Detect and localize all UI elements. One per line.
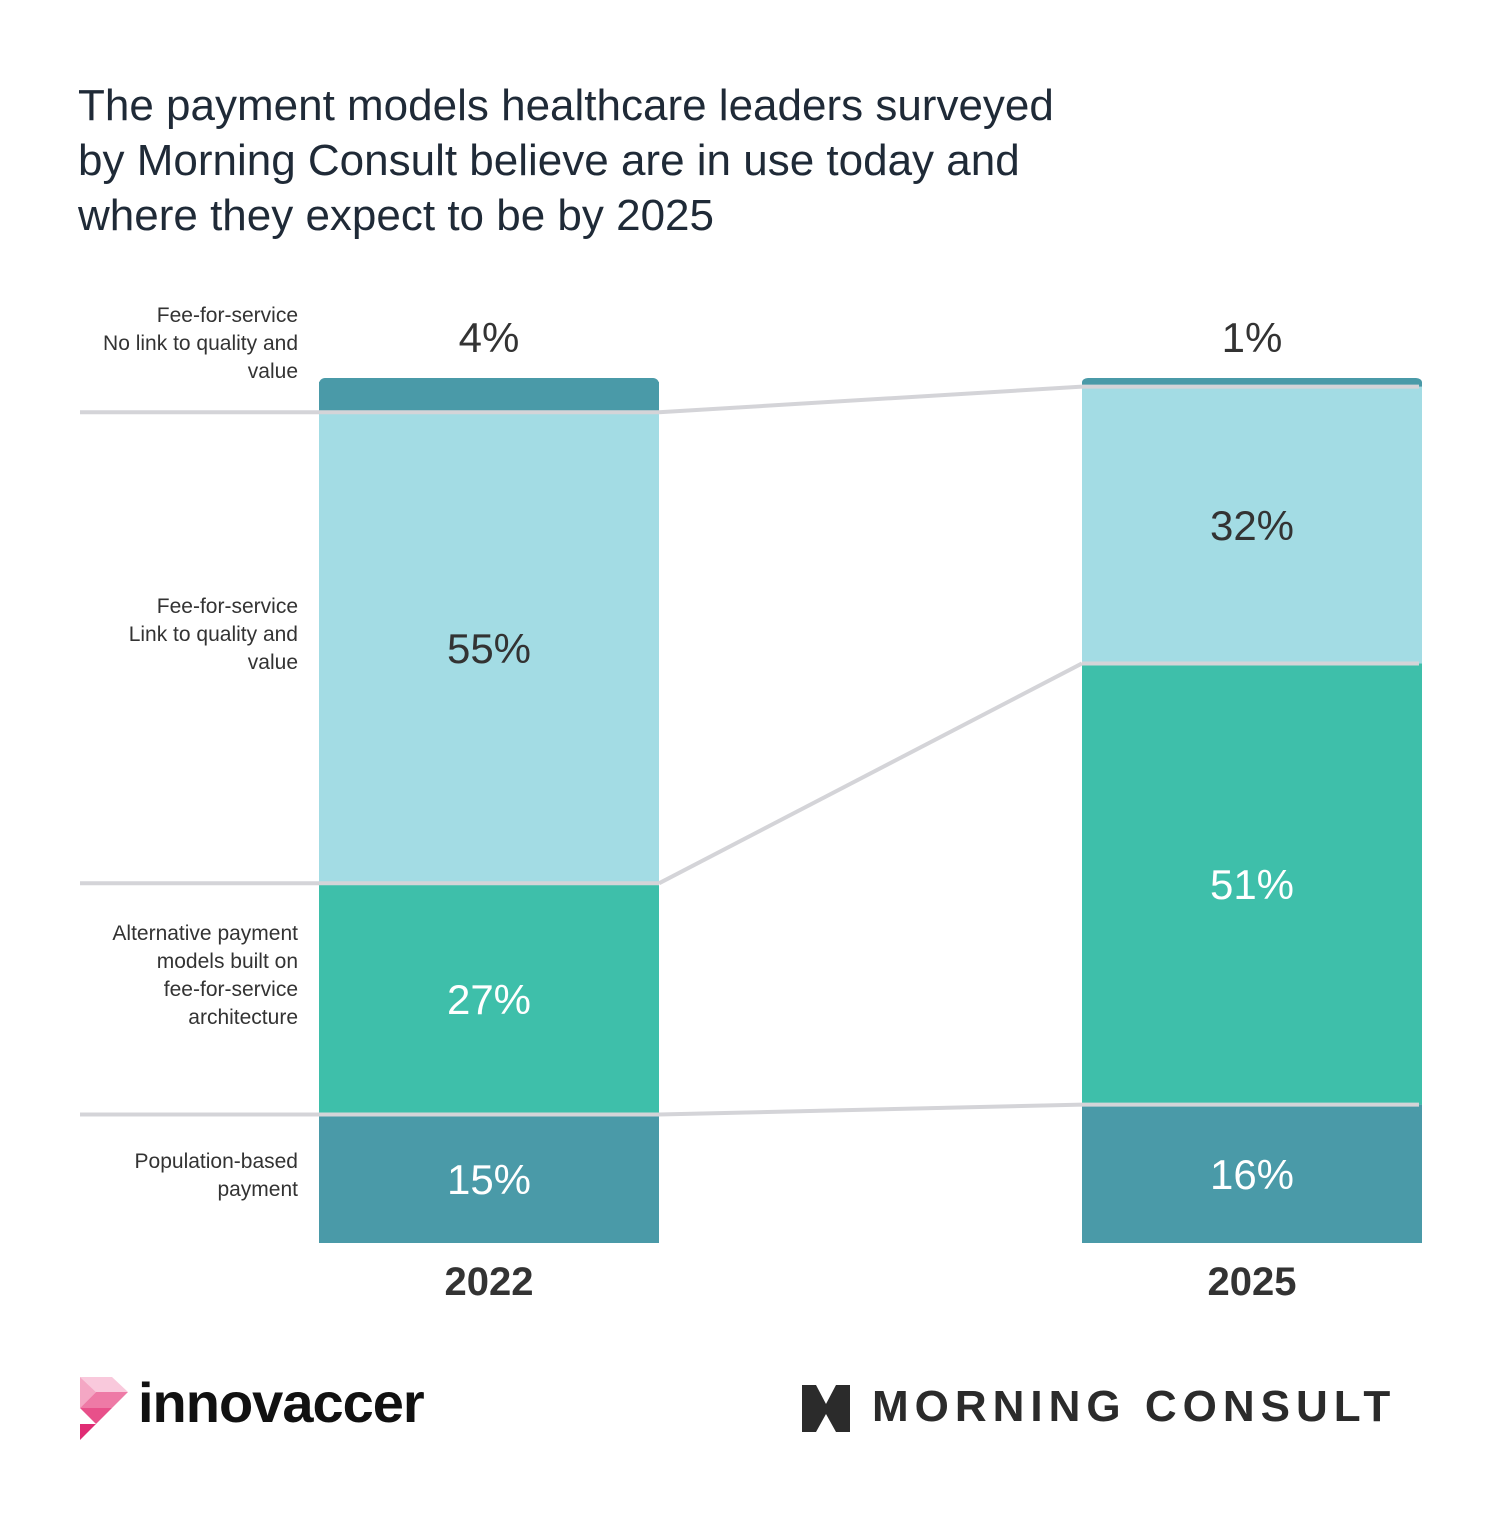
connector-line: [658, 661, 1083, 886]
bar-segment: [319, 382, 659, 413]
data-label: 51%: [1210, 861, 1294, 908]
legend-label: models built on: [157, 950, 298, 973]
bar-segment: [1082, 1104, 1422, 1243]
bar-segment: [319, 1114, 659, 1243]
bar-segment: [1082, 382, 1422, 387]
data-label: 27%: [447, 976, 531, 1023]
data-label: 4%: [459, 314, 520, 361]
connector-line: [658, 1102, 1083, 1117]
innovaccer-logo: innovaccer: [138, 1371, 425, 1434]
legend-label: value: [248, 360, 298, 383]
legend-label: Alternative payment: [112, 922, 298, 945]
data-label: 32%: [1210, 502, 1294, 549]
bar-segment: [1082, 663, 1422, 1105]
legend-label: payment: [217, 1178, 298, 1201]
legend-label: Fee-for-service: [157, 595, 298, 618]
legend-label: Link to quality and: [129, 623, 298, 646]
legend-label: Population-based: [135, 1150, 298, 1173]
legend-label: fee-for-service: [164, 978, 298, 1001]
data-label: 1%: [1222, 314, 1283, 361]
bar-segment: [1082, 386, 1422, 664]
legend-label: Fee-for-service: [157, 304, 298, 327]
data-label: 55%: [447, 625, 531, 672]
legend-label: No link to quality and: [103, 332, 298, 355]
bar-segment: [319, 883, 659, 1115]
connector-line: [658, 384, 1083, 415]
chart-title: The payment models healthcare leaders su…: [78, 81, 1054, 240]
legend-label: value: [248, 651, 298, 674]
legend-label: architecture: [188, 1006, 298, 1029]
x-tick-label: 2025: [1208, 1260, 1297, 1304]
data-label: 15%: [447, 1156, 531, 1203]
morning-consult-logo: MORNING CONSULT: [872, 1382, 1397, 1431]
data-label: 16%: [1210, 1151, 1294, 1198]
bar-segment: [319, 412, 659, 884]
x-tick-label: 2022: [445, 1260, 534, 1304]
